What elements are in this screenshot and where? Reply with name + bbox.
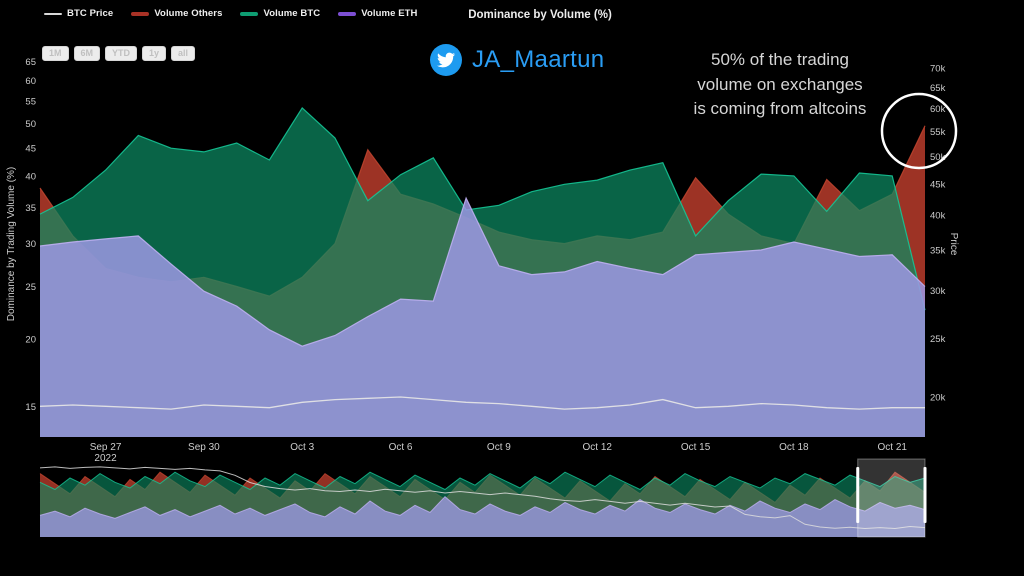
svg-text:30k: 30k xyxy=(930,286,946,297)
altcoin-annotation: 50% of the trading volume on exchanges i… xyxy=(655,48,905,122)
btc-price-swatch-icon xyxy=(44,12,62,15)
svg-text:Oct 9: Oct 9 xyxy=(487,442,511,453)
svg-text:60k: 60k xyxy=(930,104,946,115)
legend-label: Volume ETH xyxy=(361,8,418,19)
svg-text:Oct 21: Oct 21 xyxy=(877,442,907,453)
svg-text:Oct 6: Oct 6 xyxy=(389,442,413,453)
svg-text:30: 30 xyxy=(25,239,36,250)
legend-label: Volume Others xyxy=(154,8,223,19)
svg-text:35: 35 xyxy=(25,203,36,214)
chart-title: Dominance by Volume (%) xyxy=(468,9,612,21)
svg-text:20k: 20k xyxy=(930,392,946,403)
y-axis-left-title: Dominance by Trading Volume (%) xyxy=(6,167,17,322)
svg-text:Sep 30: Sep 30 xyxy=(188,442,220,453)
range-selector: 1M 6M YTD 1y all xyxy=(42,46,196,61)
spike-highlight-circle-icon xyxy=(880,92,958,170)
svg-text:Oct 3: Oct 3 xyxy=(290,442,314,453)
svg-text:20: 20 xyxy=(25,335,36,346)
svg-text:65k: 65k xyxy=(930,83,946,94)
range-button-1m[interactable]: 1M xyxy=(42,46,69,61)
volume-btc-swatch-icon xyxy=(240,11,259,16)
y-axis-right-title: Price xyxy=(948,233,959,256)
volume-eth-swatch-icon xyxy=(338,11,357,16)
svg-text:65: 65 xyxy=(25,57,36,68)
svg-text:45: 45 xyxy=(25,144,36,155)
twitter-bird-icon xyxy=(430,44,462,76)
legend-item-btc-price[interactable]: BTC Price xyxy=(44,8,113,19)
svg-text:2022: 2022 xyxy=(94,453,117,464)
svg-text:60: 60 xyxy=(25,76,36,87)
range-button-1y[interactable]: 1y xyxy=(142,46,167,61)
legend-label: BTC Price xyxy=(67,8,114,19)
range-slider-handle-left[interactable] xyxy=(856,467,860,523)
svg-text:Sep 27: Sep 27 xyxy=(90,442,122,453)
svg-text:25: 25 xyxy=(25,282,36,293)
annotation-line: is coming from altcoins xyxy=(693,99,867,119)
svg-text:25k: 25k xyxy=(930,334,946,345)
range-button-6m[interactable]: 6M xyxy=(73,46,101,61)
svg-text:50: 50 xyxy=(25,119,36,130)
svg-text:Oct 12: Oct 12 xyxy=(582,442,612,453)
annotation-line: volume on exchanges xyxy=(697,74,863,94)
legend-item-volume-eth[interactable]: Volume ETH xyxy=(338,8,417,19)
annotation-line: 50% of the trading xyxy=(711,50,849,69)
range-slider-handle-right[interactable] xyxy=(923,467,927,523)
range-button-ytd[interactable]: YTD xyxy=(105,46,138,61)
svg-text:55: 55 xyxy=(25,96,36,107)
svg-text:Oct 15: Oct 15 xyxy=(681,442,711,453)
legend-item-volume-others[interactable]: Volume Others xyxy=(131,8,222,19)
twitter-attribution[interactable]: JA_Maartun xyxy=(430,44,604,76)
legend-item-volume-btc[interactable]: Volume BTC xyxy=(240,8,320,19)
volume-others-swatch-icon xyxy=(131,11,150,16)
range-slider-window[interactable] xyxy=(857,458,926,538)
svg-text:15: 15 xyxy=(25,402,36,413)
legend-label: Volume BTC xyxy=(263,8,321,19)
range-button-all[interactable]: all xyxy=(171,46,196,61)
svg-text:35k: 35k xyxy=(930,246,946,257)
svg-text:55k: 55k xyxy=(930,127,946,138)
svg-text:40k: 40k xyxy=(930,210,946,221)
legend: BTC Price Volume Others Volume BTC Volum… xyxy=(44,8,418,19)
svg-text:70k: 70k xyxy=(930,63,946,74)
svg-text:40: 40 xyxy=(25,171,36,182)
svg-text:Oct 18: Oct 18 xyxy=(779,442,809,453)
twitter-handle: JA_Maartun xyxy=(472,46,605,73)
svg-text:50k: 50k xyxy=(930,152,946,163)
svg-text:45k: 45k xyxy=(930,180,946,191)
